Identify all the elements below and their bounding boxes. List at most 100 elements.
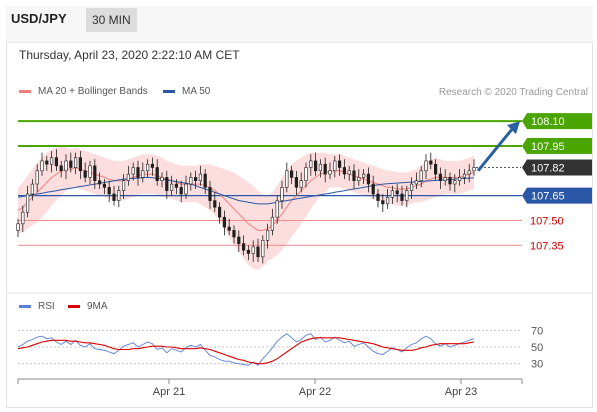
candle-body <box>457 177 462 181</box>
candle-body <box>126 173 130 182</box>
candle-body <box>21 211 25 225</box>
symbol-title: USD/JPY <box>11 11 67 26</box>
legend-rsi-label: RSI <box>38 301 55 312</box>
timeframe-button[interactable]: 30 MIN <box>86 8 137 32</box>
x-tick-label: Apr 21 <box>153 386 185 398</box>
candle-body <box>419 170 423 182</box>
x-tick-label: Apr 22 <box>299 386 331 398</box>
candle-body <box>59 165 63 172</box>
legend-ma50: MA 50 <box>163 86 210 97</box>
candle-body <box>112 193 116 201</box>
legend-9ma: 9MA <box>68 301 108 312</box>
candle-body <box>242 243 246 251</box>
candle-body <box>208 187 212 201</box>
candle-body <box>246 249 251 254</box>
candle-body <box>64 160 68 172</box>
candle-body <box>45 160 49 165</box>
legend-ma50-swatch <box>163 90 175 93</box>
candle-body <box>409 183 414 192</box>
candle-body <box>270 216 275 231</box>
candle-body <box>117 190 121 201</box>
price-tag-2 <box>522 159 592 176</box>
candle-body <box>453 180 457 185</box>
candle-body <box>222 216 227 228</box>
legend-ma20-label: MA 20 + Bollinger Bands <box>38 86 148 97</box>
candle-body <box>179 187 183 195</box>
forecast-arrow-line <box>476 128 514 172</box>
candle-body <box>405 190 409 201</box>
candle-body <box>30 183 35 195</box>
candle-body <box>25 193 30 213</box>
candle-body <box>448 177 452 185</box>
candle-body <box>251 246 255 254</box>
legend-ma20: MA 20 + Bollinger Bands <box>19 86 148 97</box>
price-tag-label-1: 107.95 <box>531 141 565 153</box>
candle-body <box>165 177 169 191</box>
candle-body <box>40 160 44 172</box>
candle-body <box>69 160 73 168</box>
candle-body <box>213 200 217 208</box>
candle-body <box>107 187 111 195</box>
candle-body <box>443 177 447 181</box>
candle-body <box>381 200 385 205</box>
candle-body <box>294 177 299 188</box>
candle-body <box>371 183 375 195</box>
candle-body <box>174 183 179 188</box>
price-tag-0 <box>522 113 592 130</box>
candle-body <box>93 165 97 182</box>
candle-body <box>280 187 284 201</box>
candle-body <box>35 170 39 185</box>
candle-body <box>189 177 193 185</box>
candle-body <box>150 163 155 168</box>
legend-ma50-label: MA 50 <box>182 86 211 97</box>
ma50-line <box>17 176 475 205</box>
candle-body <box>141 170 145 178</box>
candle-body <box>472 167 476 172</box>
candle-body <box>16 223 20 231</box>
legend-rsi-swatch <box>19 305 31 308</box>
candle-body <box>357 177 361 181</box>
candle-body <box>49 157 54 165</box>
candle-body <box>385 197 390 205</box>
candle-body <box>337 160 342 168</box>
datetime-label: Thursday, April 23, 2020 2:22:10 AM CET <box>19 48 240 62</box>
legend-9ma-swatch <box>68 305 80 308</box>
candle-body <box>328 170 332 175</box>
candle-body <box>313 160 318 172</box>
rsi-series-rsi <box>17 333 475 366</box>
candle-body <box>131 167 135 175</box>
candle-body <box>309 160 313 168</box>
candle-body <box>342 167 347 175</box>
candle-body <box>261 240 265 258</box>
candle-body <box>265 230 270 241</box>
candle-body <box>318 163 323 172</box>
candle-body <box>83 170 87 178</box>
price-tag-label-3: 107.65 <box>531 191 565 203</box>
candle-body <box>289 170 294 178</box>
candle-body <box>462 173 467 178</box>
candle-body <box>424 160 428 172</box>
candle-body <box>304 167 308 181</box>
candle-body <box>347 170 351 175</box>
x-tick-label: Apr 23 <box>445 386 477 398</box>
candle-body <box>160 177 164 181</box>
candle-body <box>256 246 260 258</box>
candle-body <box>203 173 207 188</box>
legend-rsi: RSI <box>19 301 55 312</box>
forecast-arrow-head <box>507 121 520 135</box>
candle-body <box>98 180 102 185</box>
candle-body <box>78 157 82 172</box>
candle-body <box>467 170 471 175</box>
candle-body <box>400 193 404 201</box>
candle-body <box>194 177 198 181</box>
candle-body <box>54 157 58 167</box>
candle-body <box>218 206 222 218</box>
legend-ma20-swatch <box>19 90 31 93</box>
candle-body <box>433 163 438 175</box>
candle-body <box>146 163 150 172</box>
support-label-5: 107.35 <box>530 240 564 252</box>
research-credit: Research © 2020 Trading Central <box>438 87 588 98</box>
candle-body <box>232 230 236 238</box>
candle-body <box>390 190 395 198</box>
